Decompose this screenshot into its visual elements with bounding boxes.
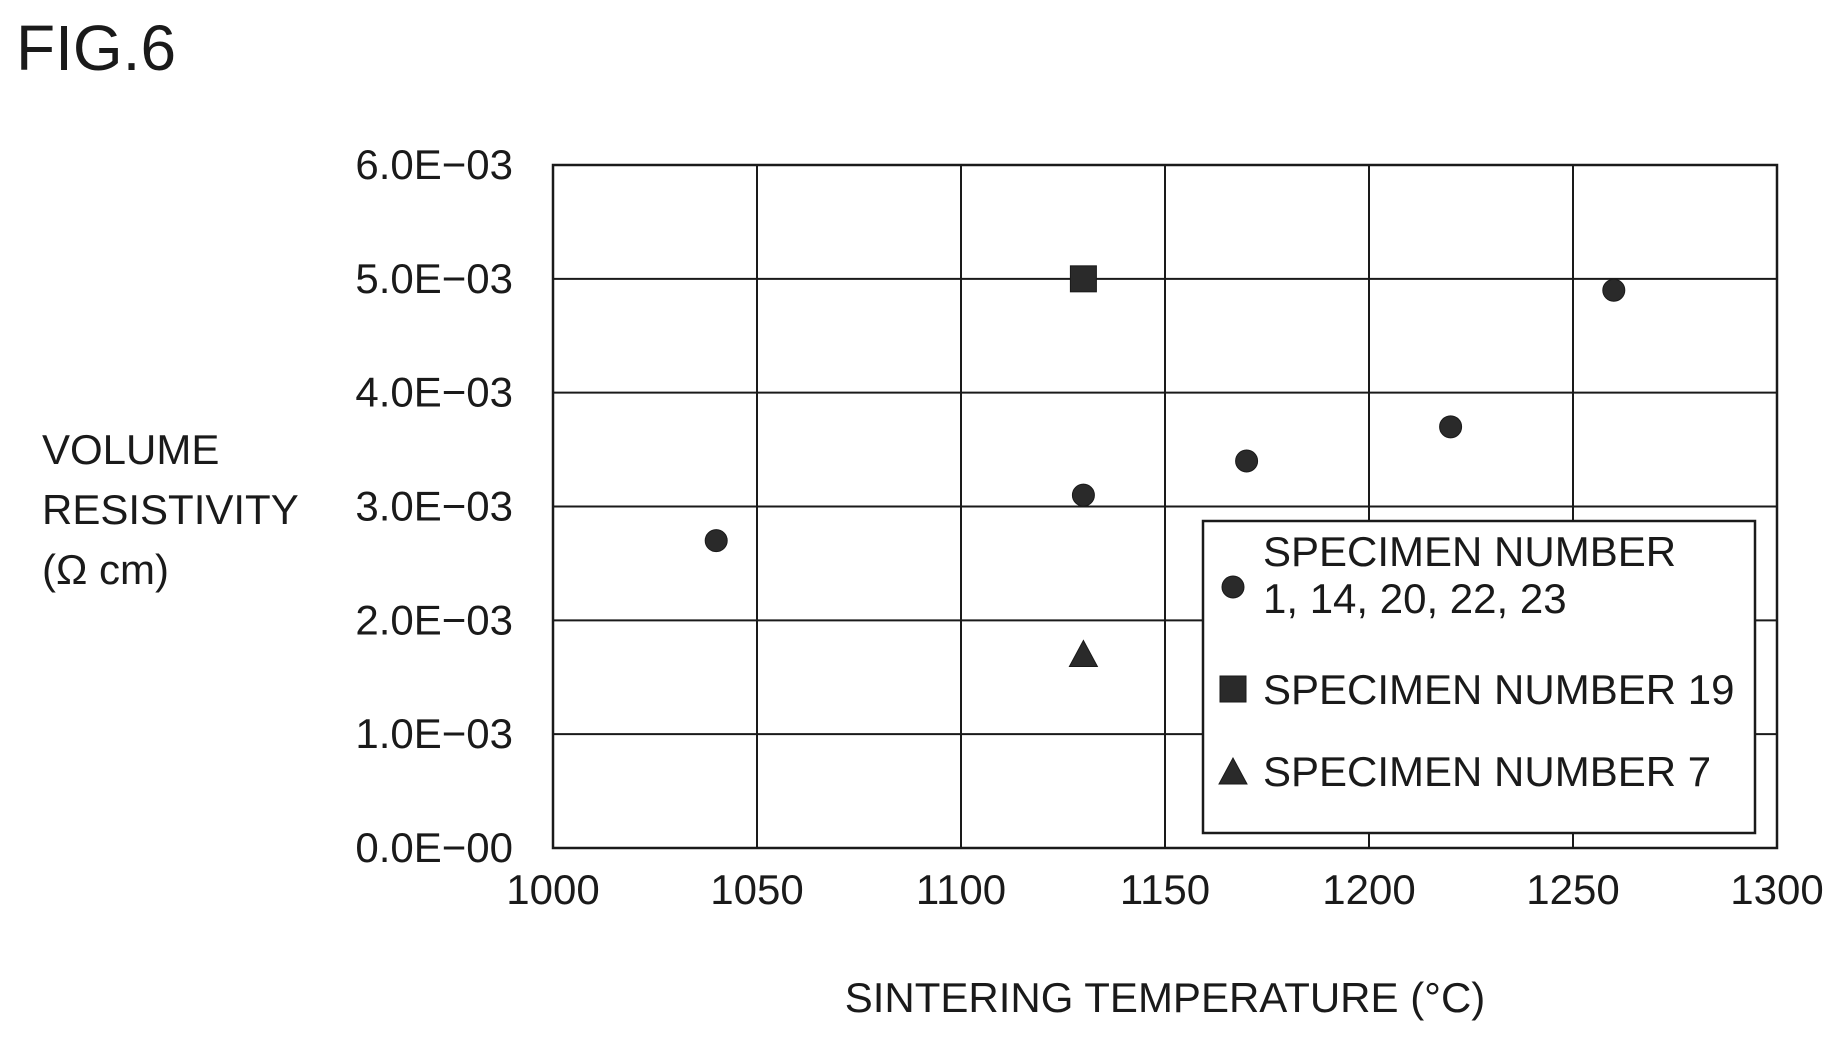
legend-label: SPECIMEN NUMBER 19 xyxy=(1263,666,1734,713)
y-tick-label: 2.0E−03 xyxy=(355,596,513,643)
legend-box xyxy=(1201,519,1757,835)
x-tick-label: 1300 xyxy=(1730,866,1823,913)
y-tick-label: 0.0E−00 xyxy=(355,824,513,871)
figure-label: FIG.6 xyxy=(16,12,176,84)
legend-item-square: SPECIMEN NUMBER 19 xyxy=(1219,666,1734,713)
x-tick-label: 1050 xyxy=(710,866,803,913)
y-tick-label: 6.0E−03 xyxy=(355,141,513,188)
y-tick-label: 1.0E−03 xyxy=(355,710,513,757)
legend-label: SPECIMEN NUMBER xyxy=(1263,528,1676,575)
data-point-triangle xyxy=(1068,639,1099,667)
data-point-circle xyxy=(1071,483,1095,507)
legend-marker-square xyxy=(1219,675,1247,703)
data-point-circle xyxy=(1235,449,1259,473)
legend-item-triangle: SPECIMEN NUMBER 7 xyxy=(1218,748,1711,795)
x-tick-label: 1250 xyxy=(1526,866,1619,913)
y-axis-title-line-1: VOLUME xyxy=(42,426,219,473)
legend-marker-circle xyxy=(1221,575,1245,599)
y-tick-labels: 0.0E−00 1.0E−03 2.0E−03 3.0E−03 4.0E−03 5.0E−… xyxy=(355,141,513,871)
legend-marker-triangle xyxy=(1218,756,1248,785)
data-point-circle xyxy=(1439,415,1463,439)
y-tick-label: 3.0E−03 xyxy=(355,483,513,530)
y-axis-title: VOLUME RESISTIVITY (Ω cm) xyxy=(42,426,299,593)
data-point-circle xyxy=(704,529,728,553)
legend-label: SPECIMEN NUMBER 7 xyxy=(1263,748,1711,795)
x-tick-labels: 1000 1050 1100 1150 1200 1250 1300 xyxy=(506,866,1823,913)
x-tick-label: 1100 xyxy=(916,866,1006,913)
data-point-circle xyxy=(1602,278,1626,302)
x-tick-label: 1000 xyxy=(506,866,599,913)
x-tick-label: 1200 xyxy=(1322,866,1415,913)
y-tick-label: 5.0E−03 xyxy=(355,255,513,302)
y-axis-title-line-3: (Ω cm) xyxy=(42,546,169,593)
y-tick-label: 4.0E−03 xyxy=(355,369,513,416)
data-points xyxy=(704,265,1626,667)
legend-label: 1, 14, 20, 22, 23 xyxy=(1263,575,1567,622)
y-axis-title-line-2: RESISTIVITY xyxy=(42,486,299,533)
x-axis-title: SINTERING TEMPERATURE (°C) xyxy=(845,974,1486,1021)
plot-frame xyxy=(551,163,1779,850)
data-point-square xyxy=(1069,265,1097,293)
x-tick-label: 1150 xyxy=(1120,866,1210,913)
